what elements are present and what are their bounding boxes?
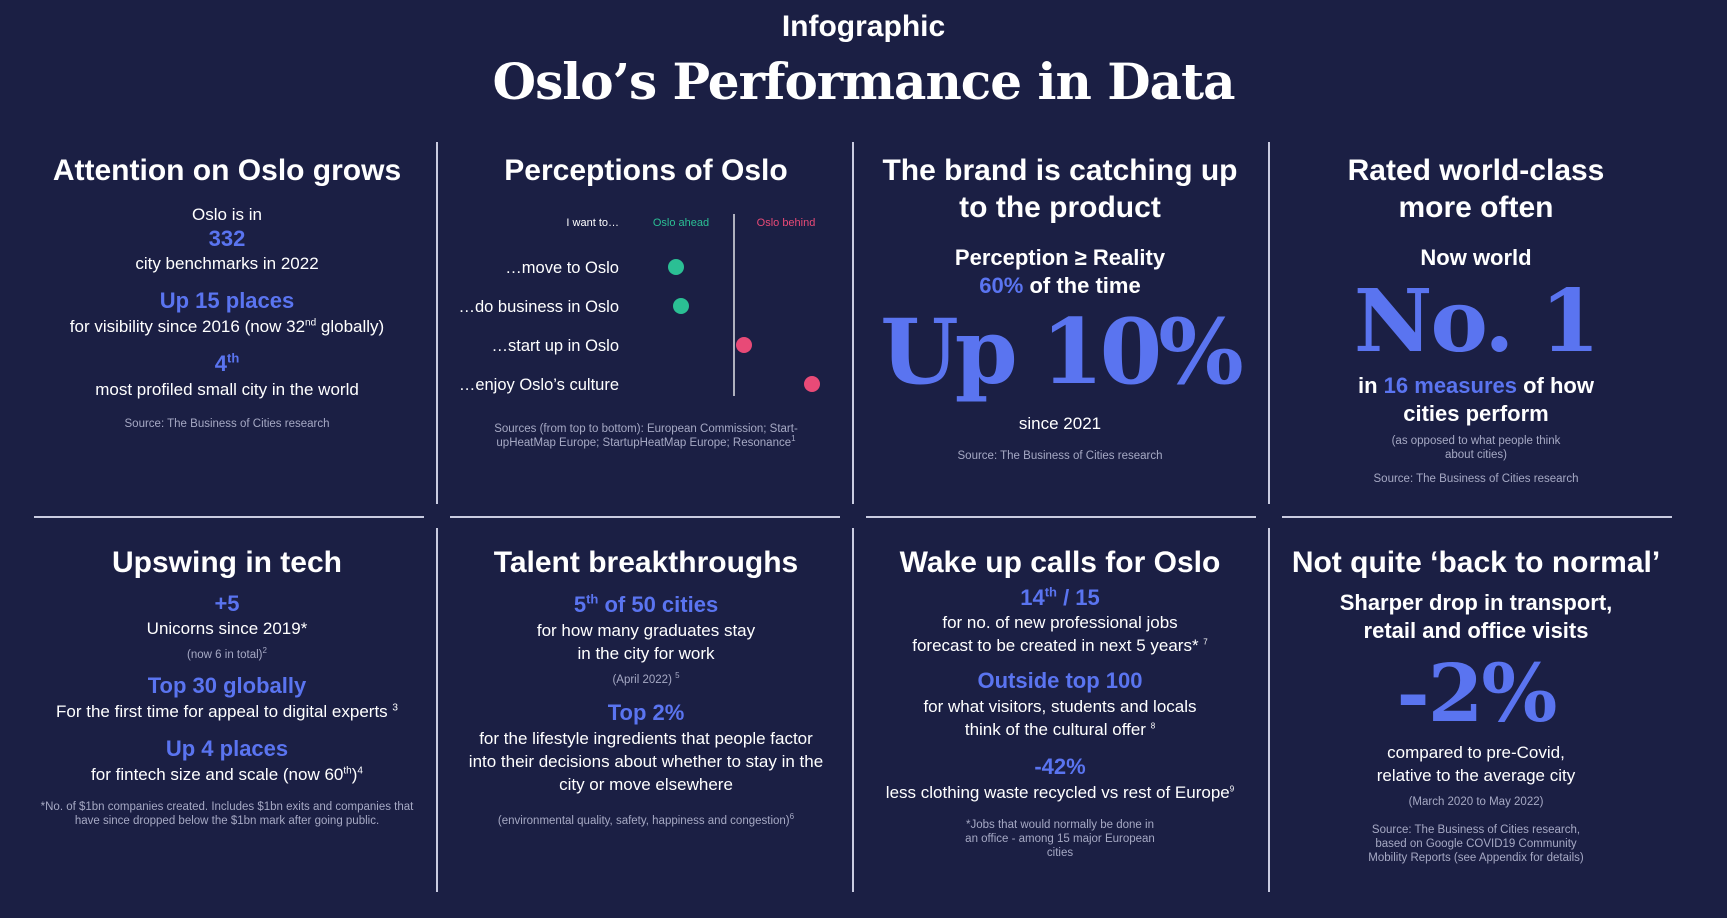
visibility-text: for visibility since 2016 (now 32nd glob… [69,317,385,336]
lifestyle-note: (environmental quality, safety, happines… [497,812,795,827]
perception-row-label: …start up in Oslo [492,337,619,355]
unicorn-total: (now 6 in total)2 [187,646,267,661]
now-world-text: Now world [1420,245,1532,270]
footnote: *Jobs that would normally be done in an … [965,819,1155,859]
panel-title: Talent breakthroughs [493,546,799,579]
divider-h [34,516,424,518]
perception-reality-text: Perception ≥ Reality [954,245,1166,270]
jobs-text: for no. of new professional jobs forecas… [912,613,1208,655]
perception-chart: I want to… Oslo ahead Oslo behind …move to … [438,208,854,408]
dates-note: (March 2020 to May 2022) [1408,796,1544,808]
lifestyle-stat: Top 2% [607,700,685,725]
panel-attention: Attention on Oslo grows Oslo is in 332 c… [32,152,422,431]
footnote: *No. of $1bn companies created. Includes… [40,801,414,827]
unicorn-text: Unicorns since 2019* [146,619,308,638]
profiled-rank: 4th [214,350,240,376]
divider-v [852,142,854,504]
column-label: I want to… [566,217,619,229]
legend-ahead: Oslo ahead [653,217,709,229]
panel-title: Wake up calls for Oslo [899,546,1221,579]
digital-stat: Top 30 globally [147,673,307,698]
panel-rated: Rated world-class more often Now world N… [1278,152,1674,486]
divider-h [866,516,1256,518]
page-title: Oslo’s Performance in Data [492,52,1236,111]
drop-stat: -2% [1396,646,1558,740]
perception-row-label: …move to Oslo [505,259,619,277]
source-note: Source: The Business of Cities research [957,450,1163,462]
perception-dot-behind [736,337,752,353]
divider-v [1268,142,1270,504]
drop-text: Sharper drop in transport, retail and of… [1339,590,1613,643]
panel-tech: Upswing in tech +5 Unicorns since 2019* … [32,544,422,828]
fintech-stat: Up 4 places [165,736,289,761]
april-note: (April 2022) 5 [612,671,680,686]
perception-row-label: …enjoy Oslo’s culture [459,376,619,394]
compared-text: compared to pre-Covid, relative to the a… [1376,743,1576,785]
measures-text: in 16 measures of how cities perform [1358,373,1594,426]
unicorn-stat: +5 [214,591,240,616]
divider-h [450,516,840,518]
cultural-text: for what visitors, students and locals t… [923,697,1197,739]
divider-v [852,528,854,892]
panel-title: Upswing in tech [111,546,342,579]
benchmark-count: 332 [208,226,246,251]
divider-v [436,142,438,504]
panel-title: Not quite ‘back to normal’ [1291,546,1661,579]
panel-title: The brand is catching up to the product [882,154,1238,224]
jobs-rank: 14th / 15 [1020,584,1100,610]
source-note: Source: The Business of Cities research [124,418,330,430]
perception-row-label: …do business in Oslo [459,298,620,316]
source-note: Sources (from top to bottom): European C… [494,423,798,449]
panel-normal: Not quite ‘back to normal’ Sharper drop … [1278,544,1674,865]
source-note: Source: The Business of Cities research,… [1368,824,1584,864]
legend-behind: Oslo behind [757,217,816,229]
panel-title: Perceptions of Oslo [504,154,788,187]
panel-talent: Talent breakthroughs 5th of 50 cities fo… [438,544,854,828]
visibility-stat: Up 15 places [159,288,295,313]
panel-brand: The brand is catching up to the product … [862,152,1258,463]
perception-dot-behind [804,376,820,392]
oslo-is-in-text: Oslo is in [192,205,262,224]
world-rank-stat: No. 1 [1353,271,1600,372]
lifestyle-text: for the lifestyle ingredients that peopl… [468,729,824,794]
divider-v [436,528,438,892]
divider-h [1282,516,1672,518]
panel-perceptions: Perceptions of Oslo [438,152,854,189]
cultural-stat: Outside top 100 [977,668,1143,693]
header-kicker: Infographic [781,10,946,43]
since-text: since 2021 [1018,414,1102,433]
note-text: (as opposed to what people think about c… [1391,435,1561,461]
graduates-rank: 5th of 50 cities [573,591,719,617]
clothing-stat: -42% [1034,754,1086,779]
source-note: Source: The Business of Cities research [1373,473,1579,485]
fintech-text: for fintech size and scale (now 60th)4 [91,765,363,784]
time-share-text: 60% of the time [979,273,1141,298]
digital-text: For the first time for appeal to digital… [56,702,398,721]
panel-wakeup: Wake up calls for Oslo 14th / 15 for no.… [862,544,1258,860]
benchmark-text: city benchmarks in 2022 [135,254,319,273]
panel-title: Attention on Oslo grows [52,154,402,187]
panel-title: Rated world-class more often [1347,154,1605,224]
divider-v [1268,528,1270,892]
clothing-text: less clothing waste recycled vs rest of … [885,783,1235,802]
perception-dot-ahead [668,259,684,275]
graduates-text: for how many graduates stay in the city … [536,621,756,663]
perception-chart-svg: I want to… Oslo ahead Oslo behind …move to … [459,214,820,396]
perception-dot-ahead [673,298,689,314]
profiled-text: most profiled small city in the world [95,380,359,399]
brand-growth-stat: Up 10% [880,299,1244,405]
